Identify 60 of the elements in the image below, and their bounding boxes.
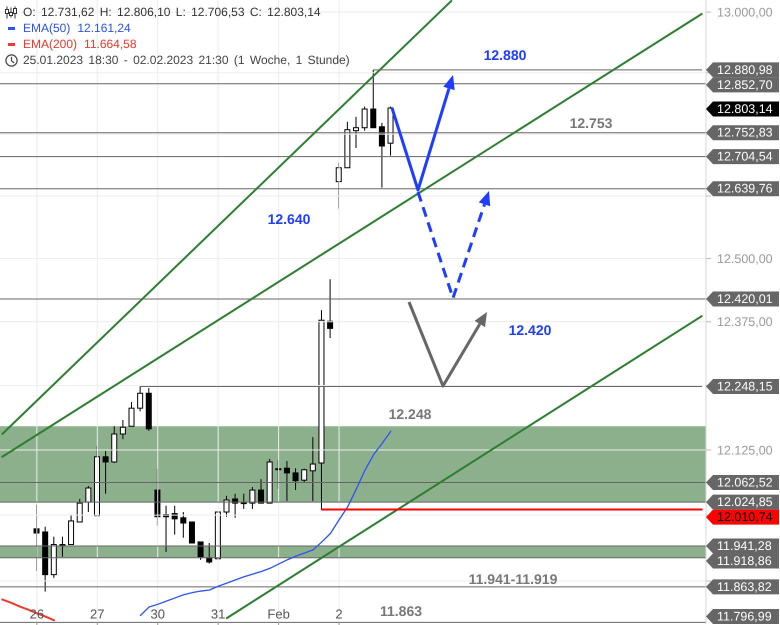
legend-label: EMA(50): [23, 21, 70, 35]
candlestick: [68, 514, 74, 546]
annotation: 12.420: [508, 322, 552, 338]
candlestick: [223, 495, 230, 518]
candlestick: [258, 478, 264, 504]
candlestick: [128, 402, 135, 427]
ref-line-label: 12.639,76: [717, 182, 773, 196]
ref-line-label: 12.420,01: [717, 292, 773, 306]
candlestick: [137, 386, 144, 412]
annotation: 12.753: [570, 115, 613, 131]
y-tick-label: 12.125,00: [717, 443, 773, 458]
candlestick: [284, 460, 290, 502]
text: 25.01.2023 18:30 - 02.02.2023 21:30 (1 Woche, 1 Stunde): [23, 53, 350, 67]
candlestick: [180, 512, 186, 538]
x-tick-label: 31: [210, 606, 226, 622]
ref-line-label: 12.752,83: [717, 126, 773, 140]
annotation: 12.880: [484, 47, 527, 63]
ref-line-label: 11.941,28: [717, 538, 772, 553]
ref-line-label: 12.062,52: [717, 476, 773, 490]
x-tick-label: 30: [150, 606, 165, 622]
candlestick: [370, 69, 376, 128]
candlestick: [327, 278, 334, 339]
annotation: 12.248: [388, 406, 432, 422]
ref-line-label: 12.024,85: [717, 495, 773, 510]
candlestick: [85, 485, 92, 513]
x-tick-label: 27: [90, 606, 105, 622]
annotation: 11.863: [380, 603, 422, 619]
ref-line-label: 12.704,54: [717, 150, 773, 164]
candlestick: [172, 505, 178, 536]
x-tick-label: Feb: [267, 606, 290, 622]
candlestick: [292, 468, 299, 491]
ref-line-label: 11.918,86: [717, 554, 772, 568]
candlestick: [362, 106, 368, 132]
candlestick: [378, 122, 385, 188]
ref-line-label: 11.796,99: [717, 610, 772, 624]
annotation: 11.664,58: [84, 37, 137, 51]
candlestick: [198, 541, 204, 560]
y-tick-label: 12.375,00: [717, 315, 773, 330]
text: O: 12.731,62 H: 12.806,10 L: 12.706,53 C: 12.803,14: [23, 5, 321, 19]
ref-line-label: 12.852,70: [717, 78, 773, 92]
data-label: 12.880,98: [717, 62, 773, 77]
candlestick: [301, 468, 308, 484]
legend-label: EMA(200): [23, 37, 78, 51]
candlestick: [76, 498, 83, 522]
annotation: 11.941-11.919: [468, 571, 558, 587]
ref-line-label: 11.863,82: [717, 580, 772, 594]
x-tick-label: 2: [335, 606, 343, 622]
data-label: 12.248,15: [717, 380, 773, 394]
annotation: 12.161,24: [77, 21, 131, 35]
text: 12.803,14: [717, 102, 773, 116]
candlestick: [102, 450, 109, 494]
candlestick: [188, 521, 195, 544]
annotation: 12.640: [268, 211, 311, 227]
y-tick-label: 12.500,00: [717, 252, 773, 266]
data-label: 12.010,74: [717, 510, 773, 524]
candlestick: [249, 486, 256, 510]
candlestick: [353, 116, 359, 148]
candlestick: [310, 436, 316, 502]
y-tick-label: 13.000,00: [717, 6, 773, 20]
candlestick: [120, 420, 126, 440]
